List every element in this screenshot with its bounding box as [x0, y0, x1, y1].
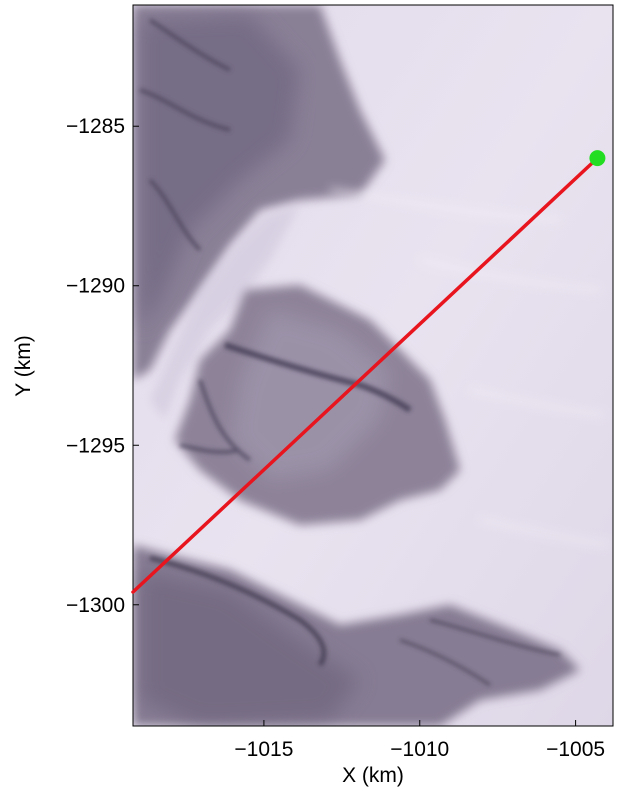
y-tick-label: −1290: [66, 275, 125, 298]
x-tick-label: −1015: [234, 738, 293, 761]
y-tick-label: −1285: [66, 115, 125, 138]
x-tick-label: −1005: [546, 738, 605, 761]
endpoint-marker: [589, 150, 606, 167]
y-axis-label: Y (km): [12, 335, 35, 396]
y-axis-ticks: −1285 −1290 −1295 −1300: [66, 115, 139, 617]
satellite-image: [133, 5, 613, 726]
x-tick-label: −1010: [390, 738, 449, 761]
x-axis-ticks: −1015 −1010 −1005: [234, 720, 605, 761]
profile-line: [131, 156, 600, 594]
plot-frame: [132, 4, 614, 727]
x-axis-label: X (km): [342, 764, 404, 787]
y-tick-label: −1300: [66, 594, 125, 617]
y-tick-label: −1295: [66, 434, 125, 457]
